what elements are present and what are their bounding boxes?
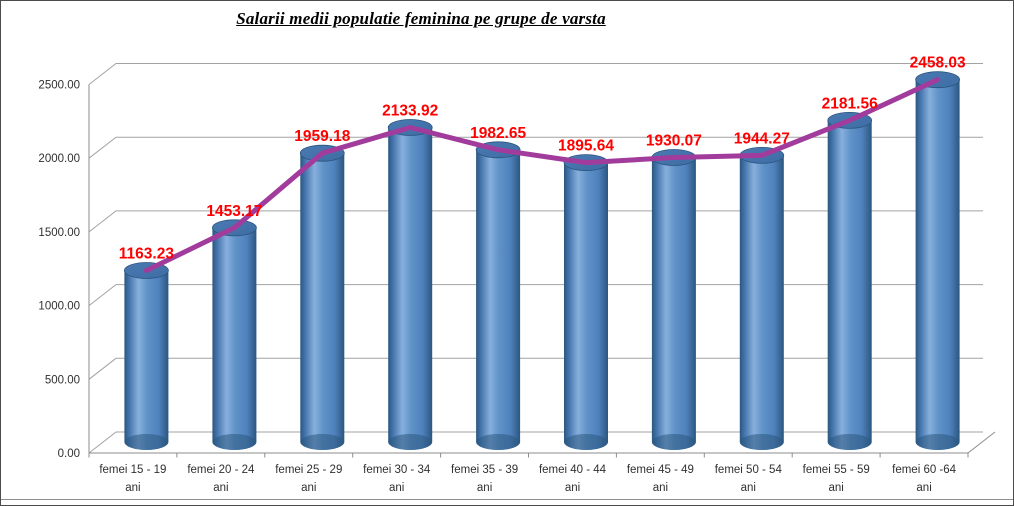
gridline xyxy=(88,136,983,159)
floor-right-edge xyxy=(967,431,996,454)
data-label: 1930.07 xyxy=(646,133,702,150)
bar-cylinder xyxy=(915,71,960,450)
data-label: 1453.17 xyxy=(206,203,262,220)
x-category-label: femei 30 - 34 xyxy=(363,464,431,476)
x-category-unit: ani xyxy=(829,482,844,494)
chart-title: Salarii medii populatie feminina pe grup… xyxy=(236,9,606,28)
x-category-unit: ani xyxy=(653,482,668,494)
data-label: 2181.56 xyxy=(822,95,878,112)
x-category-label: femei 60 -64 xyxy=(892,464,957,476)
bar-cylinder xyxy=(651,149,697,450)
x-category-label: femei 50 - 54 xyxy=(715,464,783,476)
series-line xyxy=(143,77,941,273)
bar-cylinder xyxy=(211,219,257,450)
x-category-label: femei 35 - 39 xyxy=(451,464,518,476)
x-category-label: femei 45 - 49 xyxy=(627,464,694,476)
bar-cylinder xyxy=(739,146,785,450)
x-category-label: femei 25 - 29 xyxy=(275,464,342,476)
bar-cylinder xyxy=(827,112,873,451)
y-tick-label: 2500.00 xyxy=(38,80,80,92)
y-tick-label: 0.00 xyxy=(58,448,80,460)
x-category-unit: ani xyxy=(477,482,492,494)
bar-cylinder xyxy=(123,262,169,450)
y-tick-label: 500.00 xyxy=(45,374,80,386)
x-category-unit: ani xyxy=(125,482,140,494)
x-category-unit: ani xyxy=(389,482,404,494)
bar-cylinder xyxy=(563,154,609,450)
data-label: 1959.18 xyxy=(294,128,350,145)
x-category-unit: ani xyxy=(916,482,931,494)
data-label: 2133.92 xyxy=(382,103,438,120)
x-category-label: femei 20 - 24 xyxy=(187,464,255,476)
data-label: 1982.65 xyxy=(470,125,526,142)
x-category-unit: ani xyxy=(213,482,228,494)
data-label: 2458.03 xyxy=(910,55,966,72)
data-label: 1163.23 xyxy=(119,246,175,263)
x-category-label: femei 55 - 59 xyxy=(803,464,870,476)
data-label: 1944.27 xyxy=(734,130,790,147)
x-category-unit: ani xyxy=(301,482,316,494)
chart-bottom-border xyxy=(1,499,1013,500)
bar-cylinder xyxy=(387,119,433,450)
x-category-unit: ani xyxy=(741,482,756,494)
y-tick-label: 1000.00 xyxy=(38,301,80,313)
x-category-label: femei 15 - 19 xyxy=(99,464,166,476)
gridline xyxy=(88,63,983,85)
x-category-label: femei 40 - 44 xyxy=(539,464,607,476)
x-category-unit: ani xyxy=(565,482,580,494)
bar-cylinder xyxy=(475,141,521,450)
y-tick-label: 1500.00 xyxy=(38,227,80,239)
data-label: 1895.64 xyxy=(558,138,614,155)
bar-cylinder xyxy=(299,144,345,450)
y-tick-label: 2000.00 xyxy=(38,153,80,165)
